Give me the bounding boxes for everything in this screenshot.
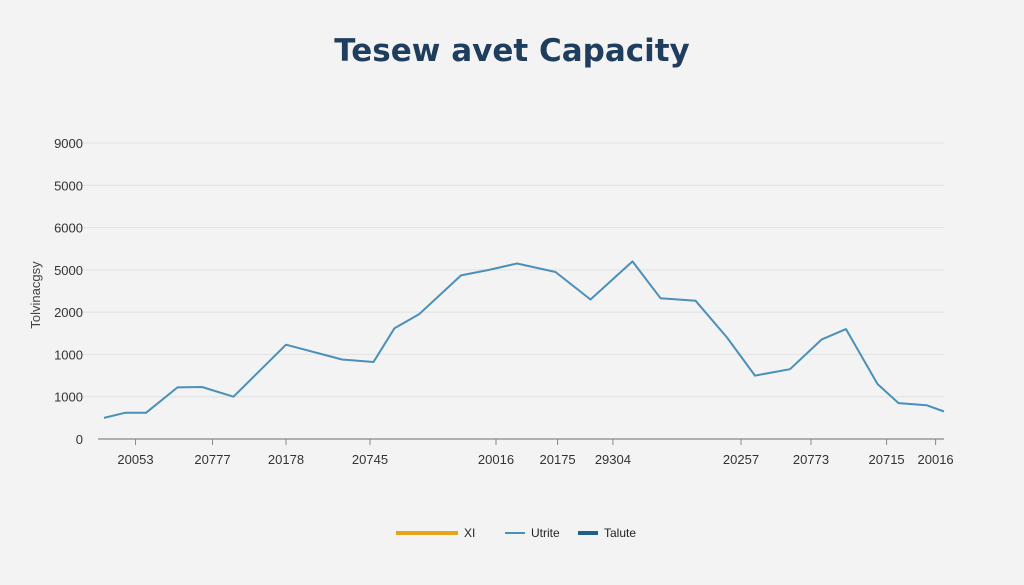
series-line (103, 260, 945, 419)
x-tick-labels: 20053 20777 20178 20745 20016 20175 29304 20257… (117, 439, 954, 467)
x-tick-label: 20777 (194, 452, 230, 467)
x-tick-label: 20715 (869, 452, 905, 467)
y-tick-label: 5000 (54, 178, 83, 193)
x-tick-label: 20016 (918, 452, 954, 467)
y-tick-label: 1000 (54, 390, 83, 405)
legend-label: Utrite (531, 526, 560, 540)
y-tick-label: 1000 (54, 347, 83, 362)
chart-title: Tesew avet Capacity (334, 33, 690, 69)
y-tick-label: 2000 (54, 305, 83, 320)
legend-item: XI (396, 526, 475, 540)
y-tick-label: 6000 (54, 221, 83, 236)
legend-label: Talute (604, 526, 636, 540)
x-tick-label: 29304 (595, 452, 631, 467)
y-tick-label: 5000 (54, 263, 83, 278)
series-lines (103, 260, 945, 419)
legend-label: XI (464, 526, 475, 540)
legend: XI Utrite Talute (396, 526, 636, 540)
y-tick-label: 0 (76, 432, 83, 447)
y-axis-label: Tolvinacgsy (28, 261, 43, 329)
y-tick-label: 9000 (54, 136, 83, 151)
x-tick-label: 20257 (723, 452, 759, 467)
legend-item: Utrite (505, 526, 560, 540)
x-tick-label: 20016 (478, 452, 514, 467)
grid-lines (60, 142, 944, 398)
x-tick-label: 20178 (268, 452, 304, 467)
x-tick-label: 20773 (793, 452, 829, 467)
x-tick-label: 20175 (540, 452, 576, 467)
x-tick-label: 20053 (117, 452, 153, 467)
x-tick-label: 20745 (352, 452, 388, 467)
y-tick-labels: 0 1000 1000 2000 5000 6000 5000 9000 (54, 136, 83, 447)
legend-item: Talute (578, 526, 636, 540)
